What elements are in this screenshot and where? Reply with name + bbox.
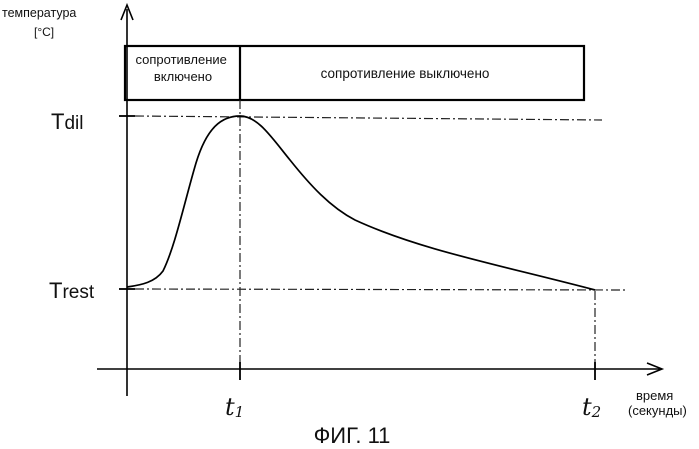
phase-on-line2: включено xyxy=(154,69,212,84)
tdil-guide-line xyxy=(135,116,602,120)
trest-guide-line xyxy=(135,289,625,290)
figure-caption: ФИГ. 11 xyxy=(314,423,391,448)
phase-on-line1: сопротивление xyxy=(135,52,226,67)
x-axis-label-line2: (секунды) xyxy=(628,403,687,418)
tdil-label: Tdil xyxy=(51,109,83,134)
t2-sub: 2 xyxy=(591,403,602,421)
trest-sub: rest xyxy=(62,282,94,303)
x-axis-label-line1: время xyxy=(636,388,673,403)
y-axis-label-line2: [°C] xyxy=(34,25,54,39)
t2-label: t2 xyxy=(582,393,601,421)
y-axis-label-line1: температура xyxy=(2,6,76,20)
tdil-sub: dil xyxy=(64,113,83,134)
temperature-curve xyxy=(127,116,595,290)
phase-off-label: сопротивление выключено xyxy=(321,66,490,81)
t1-label: t1 xyxy=(225,393,244,421)
t2-main: t xyxy=(582,393,592,421)
tdil-main: T xyxy=(51,109,64,134)
temperature-diagram: сопротивление включено сопротивление вык… xyxy=(0,0,699,449)
trest-label: Trest xyxy=(49,278,95,303)
trest-main: T xyxy=(49,278,62,303)
t1-main: t xyxy=(225,393,235,421)
t1-sub: 1 xyxy=(235,403,245,421)
